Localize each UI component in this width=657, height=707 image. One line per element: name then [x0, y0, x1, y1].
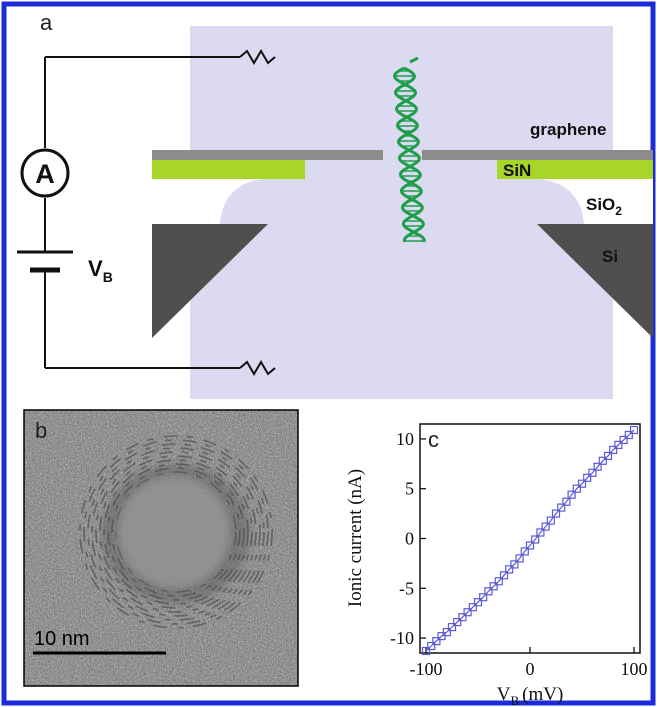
si-label: Si	[602, 247, 618, 266]
electrode-top-zigzag	[239, 49, 276, 65]
graphene-label: graphene	[530, 120, 607, 139]
data-point	[562, 497, 571, 506]
data-point	[468, 603, 477, 612]
data-point	[583, 473, 592, 482]
graphene-layer-left	[152, 150, 383, 160]
data-point	[432, 636, 441, 646]
panel-c: c -100 0 100 -10 -5 0 5 10 VB (mV) Ionic curren…	[345, 423, 648, 707]
nanopore	[118, 476, 230, 588]
circuit	[44, 49, 276, 376]
data-point	[525, 541, 535, 550]
sin-layer-right	[497, 160, 653, 179]
ammeter: A	[20, 148, 70, 198]
sio2-label: SiO2	[586, 195, 622, 218]
lattice-fringe	[87, 443, 265, 621]
y-tick-label: 10	[396, 429, 414, 449]
panel-a: a A VB	[17, 10, 653, 399]
sio2-layer-left	[152, 179, 262, 224]
x-tick-label: 100	[621, 659, 648, 679]
data-point	[603, 451, 613, 460]
panel-a-label: a	[40, 10, 53, 35]
lattice-fringe	[83, 439, 269, 625]
dna-molecule	[392, 56, 426, 243]
data-point	[427, 641, 436, 651]
lattice-fringe	[95, 451, 257, 613]
data-point	[624, 430, 633, 440]
data-point	[588, 468, 597, 477]
panel-b-label: b	[35, 418, 47, 443]
data-point	[593, 462, 602, 471]
y-tick-label: -5	[399, 578, 414, 598]
data-point	[499, 571, 509, 580]
x-axis-label: VB (mV)	[497, 684, 564, 707]
dna-tail	[409, 56, 419, 64]
data-point	[494, 577, 503, 586]
panel-b: b 10 nm	[23, 409, 299, 687]
data-point	[551, 509, 561, 518]
lattice-fringe	[99, 455, 253, 609]
data-point	[567, 490, 576, 499]
data-point	[598, 456, 607, 465]
x-tick-label: 0	[526, 659, 535, 679]
battery	[17, 250, 73, 273]
voltage-label: VB	[88, 256, 113, 285]
data-point	[520, 547, 529, 556]
y-tick-label: -10	[390, 628, 414, 648]
lattice-fringe	[79, 435, 273, 629]
data-point	[619, 435, 628, 444]
sio2-layer-right	[540, 179, 653, 224]
lattice-fringe	[91, 447, 261, 617]
y-axis: -10 -5 0 5 10	[390, 429, 426, 648]
y-tick-label: 5	[405, 479, 414, 499]
data-point	[546, 516, 555, 525]
data-point	[629, 425, 639, 435]
x-axis: -100 0 100	[410, 647, 648, 679]
membrane-right	[422, 150, 653, 338]
data-point	[458, 613, 467, 622]
sin-layer-left	[152, 160, 305, 179]
data-point	[614, 440, 623, 449]
sin-label: SiN	[503, 161, 531, 180]
data-point	[505, 565, 514, 574]
data-point	[515, 554, 524, 563]
electrode-bottom-zigzag	[239, 360, 276, 376]
membrane-left	[152, 150, 383, 338]
si-substrate-left	[152, 224, 268, 338]
x-tick-label: -100	[410, 659, 443, 679]
ammeter-circle	[20, 148, 70, 198]
data-point	[442, 627, 451, 637]
graphene-layer-right	[422, 150, 653, 160]
data-point	[447, 622, 457, 632]
y-tick-label: 0	[405, 529, 414, 549]
electrolyte-chamber	[190, 26, 613, 399]
data-point	[473, 598, 483, 607]
data-point	[541, 522, 550, 531]
data-point	[510, 560, 519, 569]
data-point	[536, 528, 545, 537]
data-point	[463, 608, 472, 617]
data-point	[489, 582, 498, 591]
tem-image-frame	[23, 409, 299, 687]
y-axis-label: Ionic current (nA)	[345, 469, 366, 607]
si-substrate-right	[537, 224, 653, 338]
dna-strand-1	[393, 66, 426, 243]
data-point	[572, 484, 581, 493]
data-point	[479, 593, 488, 602]
data-series	[421, 425, 639, 656]
panel-c-label: c	[428, 427, 439, 452]
data-point	[557, 503, 566, 512]
scale-bar-label: 10 nm	[34, 628, 90, 650]
data-point	[531, 535, 540, 544]
data-point	[421, 646, 431, 656]
dna-strand-2	[392, 66, 426, 243]
data-point	[453, 617, 462, 627]
plot-area	[419, 423, 641, 654]
data-point	[609, 445, 618, 454]
ammeter-symbol: A	[35, 159, 55, 189]
data-point	[484, 587, 493, 596]
data-point	[577, 479, 587, 488]
